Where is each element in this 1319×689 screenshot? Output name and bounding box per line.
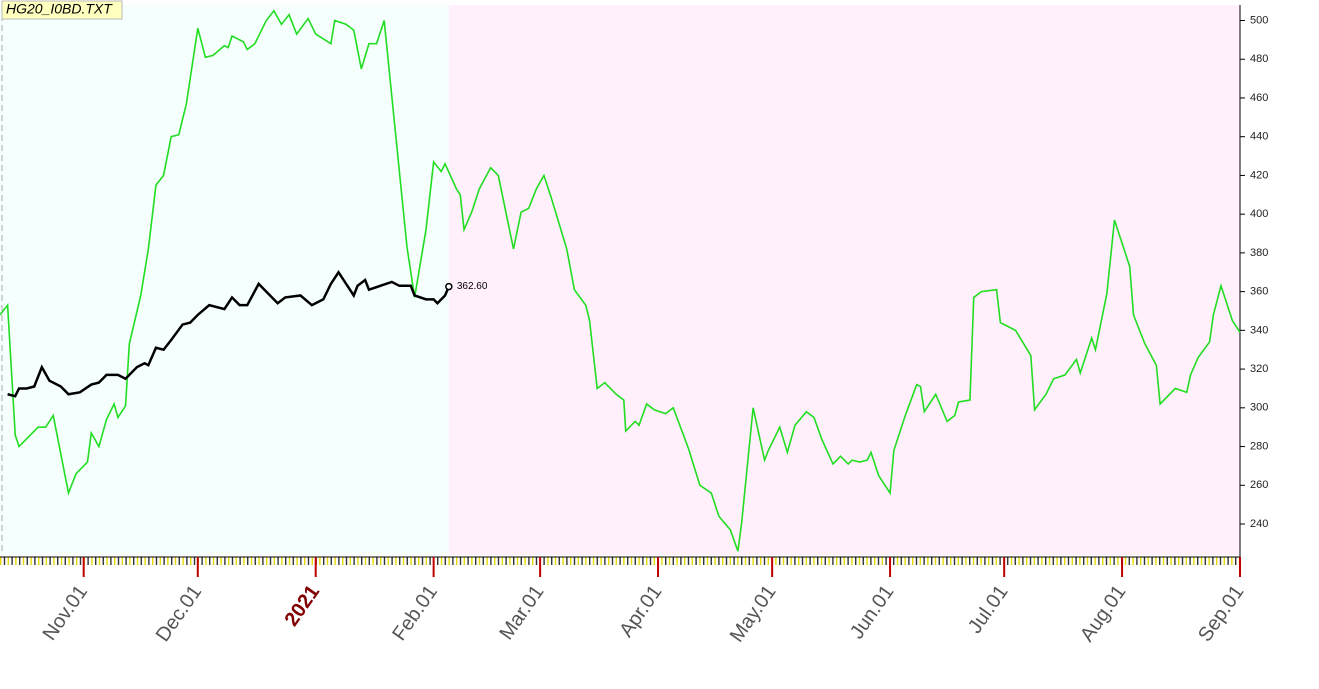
y-tick-label: 380 bbox=[1250, 247, 1268, 259]
y-tick-label: 320 bbox=[1250, 363, 1268, 375]
series-line bbox=[0, 9, 1241, 552]
y-tick-label: 260 bbox=[1250, 479, 1268, 491]
last-point bbox=[445, 282, 453, 291]
y-tick-label: 340 bbox=[1250, 324, 1268, 336]
x-tick-label: Apr.01 bbox=[615, 581, 666, 641]
x-tick-label: Aug.01 bbox=[1076, 581, 1130, 646]
title-box bbox=[1, 0, 123, 20]
y-tick-label: 440 bbox=[1250, 131, 1268, 143]
y-tick-label: 360 bbox=[1250, 286, 1268, 298]
y-tick-label: 460 bbox=[1250, 92, 1268, 104]
future-background bbox=[449, 5, 1240, 555]
x-tick-label: Dec.01 bbox=[152, 581, 206, 646]
x-tick-label: Feb.01 bbox=[388, 581, 442, 645]
y-tick-label: 420 bbox=[1250, 169, 1268, 181]
y-tick-label: 400 bbox=[1250, 208, 1268, 220]
x-tick-label: May.01 bbox=[726, 581, 781, 646]
x-tick-label: Jul.01 bbox=[964, 581, 1013, 637]
series-line bbox=[7, 269, 450, 398]
history-background bbox=[0, 5, 449, 555]
y-tick-label: 500 bbox=[1250, 14, 1268, 26]
x-tick-label: Jun.01 bbox=[846, 581, 898, 643]
x-tick-label: Sep.01 bbox=[1194, 581, 1248, 646]
y-tick-label: 480 bbox=[1250, 53, 1268, 65]
day-ticks bbox=[0, 557, 1240, 565]
x-tick-label: Mar.01 bbox=[495, 581, 548, 644]
chart-title: HG20_I0BD.TXT bbox=[6, 1, 113, 17]
y-tick-label: 280 bbox=[1250, 440, 1268, 452]
value-label: 362.60 bbox=[457, 281, 488, 292]
x-tick-label: Nov.01 bbox=[39, 581, 93, 644]
y-tick-label: 240 bbox=[1250, 518, 1268, 530]
x-tick-label: 2021 bbox=[281, 581, 325, 630]
y-tick-label: 300 bbox=[1250, 402, 1268, 414]
